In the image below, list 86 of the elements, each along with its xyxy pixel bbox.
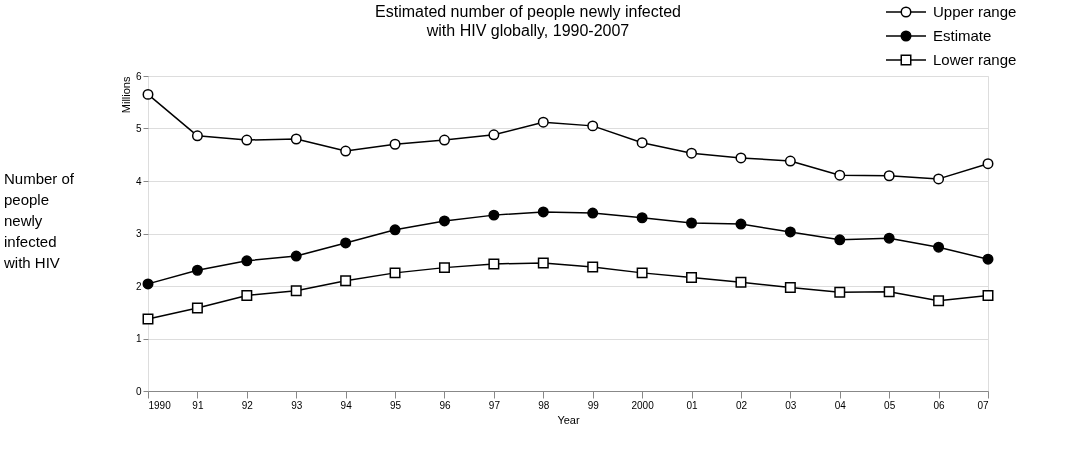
point [340, 275, 352, 287]
x-tick-label: 91 [192, 399, 204, 411]
point [290, 285, 302, 297]
point [735, 276, 747, 288]
point [142, 88, 154, 100]
point [340, 145, 352, 157]
x-tick-label: 04 [834, 399, 847, 411]
x-tick-label: 01 [686, 399, 699, 411]
y-tick-label: 4 [135, 175, 142, 187]
x-tick-label: 97 [488, 399, 501, 411]
point [142, 278, 154, 290]
point [488, 129, 500, 141]
point [834, 234, 846, 246]
x-tick-label: 94 [340, 399, 353, 411]
point [735, 152, 747, 164]
point [241, 289, 253, 301]
y-tick-label: 3 [135, 228, 142, 239]
point [784, 282, 796, 294]
x-tick-label: 06 [933, 399, 946, 411]
point [636, 137, 648, 149]
point [735, 218, 747, 230]
legend-label: Upper range [933, 3, 1017, 20]
point [488, 258, 500, 270]
point [389, 267, 401, 279]
y-tick-label: 6 [135, 70, 142, 82]
point [191, 130, 203, 142]
point [340, 237, 352, 249]
point [488, 209, 500, 221]
point [537, 116, 549, 128]
point [686, 272, 698, 284]
point [389, 138, 401, 150]
x-tick-label: 03 [785, 399, 797, 411]
point [290, 250, 302, 262]
point [834, 169, 846, 181]
legend-label: Lower range [933, 51, 1017, 68]
point [982, 289, 994, 301]
x-tick-label: 02 [735, 399, 748, 411]
point [883, 232, 895, 244]
legend-label: Estimate [933, 27, 992, 44]
x-tick-label: 95 [390, 399, 402, 411]
x-axis-title: Year [557, 413, 580, 426]
point [587, 120, 599, 132]
point [784, 155, 796, 167]
x-tick-label: 2000 [631, 399, 655, 411]
point [933, 241, 945, 253]
point [686, 147, 698, 159]
point [587, 207, 599, 219]
x-tick-label: 92 [241, 399, 254, 411]
point [883, 170, 895, 182]
point [191, 302, 203, 314]
x-tick-label: 1990 [148, 399, 172, 411]
y-tick-label: 0 [135, 385, 142, 397]
point [784, 226, 796, 238]
x-tick-label: 99 [587, 399, 600, 411]
point [438, 134, 450, 146]
point [191, 264, 203, 276]
point [142, 313, 154, 325]
point [982, 158, 994, 170]
text: Number of people newly infected with HIV [3, 170, 75, 271]
y-axis-title: Millions [119, 76, 132, 114]
point [834, 286, 846, 298]
point [587, 261, 599, 273]
y-tick-label: 2 [135, 280, 142, 292]
point [290, 133, 302, 145]
point [636, 267, 648, 279]
point [438, 262, 450, 274]
point [389, 224, 401, 236]
x-tick-label: 05 [884, 399, 896, 411]
x-tick-label: 93 [291, 399, 303, 411]
point [933, 295, 945, 307]
x-tick-label: 98 [538, 399, 550, 411]
point [686, 217, 698, 229]
point [537, 206, 549, 218]
y-tick-label: 5 [135, 123, 142, 134]
point [537, 257, 549, 269]
y-tick-label: 1 [135, 333, 142, 344]
chart-title: Estimated number of people newly infected with HIV globally, 1990-2007 [375, 3, 681, 39]
point [933, 173, 945, 185]
point [636, 212, 648, 224]
point [883, 286, 895, 298]
x-tick-label: 07 [977, 399, 989, 411]
point [982, 253, 994, 265]
point [241, 255, 253, 267]
point [241, 134, 253, 146]
x-tick-label: 96 [439, 399, 451, 411]
point [438, 215, 450, 227]
